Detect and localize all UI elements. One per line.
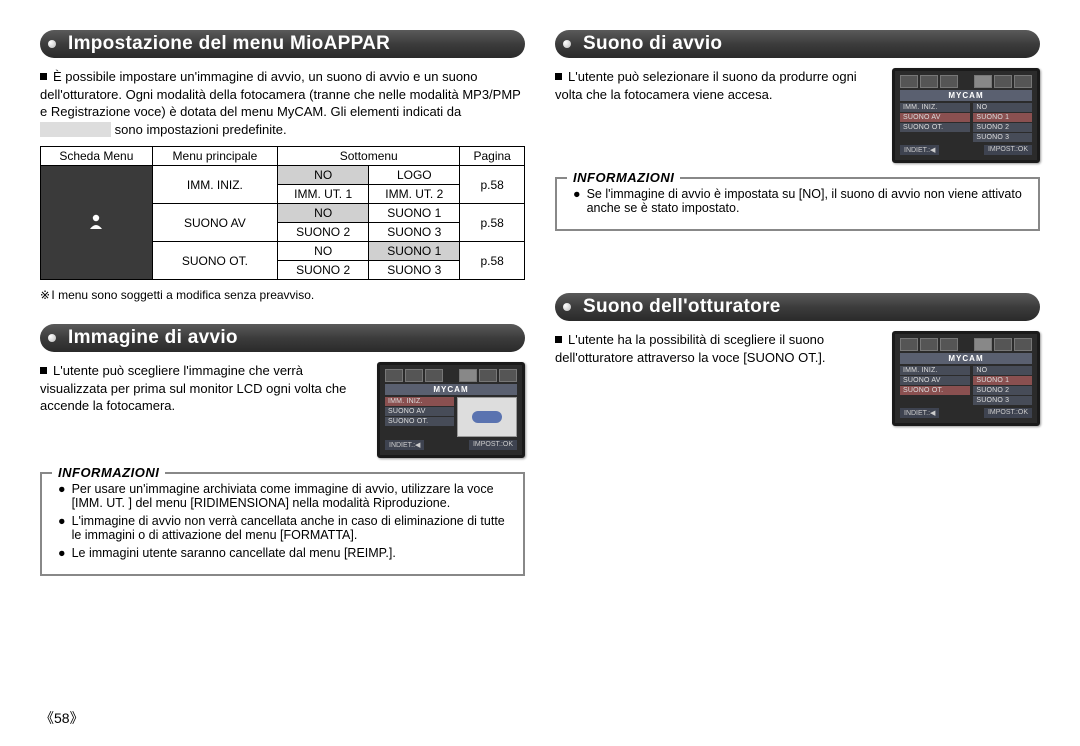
square-bullet-icon [555, 336, 562, 343]
lcd-menu-list: IMM. INIZ. SUONO AV SUONO OT. [385, 397, 454, 437]
lcd-tab-icon [900, 338, 918, 351]
lcd-submenu-list: NO SUONO 1 SUONO 2 SUONO 3 [973, 366, 1032, 405]
table-footnote: ※ I menu sono soggetti a modifica senza … [40, 288, 525, 302]
lcd-menu-list: IMM. INIZ. SUONO AV SUONO OT. [900, 103, 970, 142]
paragraph-intro: È possibile impostare un'immagine di avv… [40, 68, 525, 138]
info-box-immagine: INFORMAZIONI ●Per usare un'immagine arch… [40, 472, 525, 576]
table-row: IMM. INIZ. NO LOGO p.58 [41, 166, 525, 185]
header-title: Suono di avvio [583, 33, 722, 55]
info-item: ●Se l'immagine di avvio è impostata su [… [573, 187, 1026, 215]
bullet-icon: ● [58, 482, 66, 510]
lcd-tab-icon [405, 369, 423, 382]
samsung-logo-icon [472, 411, 502, 423]
lcd-tab-icon [900, 75, 918, 88]
reference-mark-icon: ※ [40, 288, 48, 302]
lcd-tab-icon [920, 75, 938, 88]
lcd-top-icons [900, 338, 1032, 351]
square-bullet-icon [555, 73, 562, 80]
section-suono-otturatore: Suono dell'otturatore L'utente ha la pos… [555, 293, 1040, 426]
header-dot-icon [48, 40, 56, 48]
lcd-tab-icon [940, 75, 958, 88]
header-title: Suono dell'otturatore [583, 296, 781, 318]
lcd-footer: INDIET.:◀ IMPOST.:OK [900, 145, 1032, 155]
lcd-tab-icon [479, 369, 497, 382]
square-bullet-icon [40, 73, 47, 80]
lcd-image-preview [457, 397, 517, 437]
header-dot-icon [563, 40, 571, 48]
lcd-tab-icon [994, 338, 1012, 351]
settings-table: Scheda Menu Menu principale Sottomenu Pa… [40, 146, 525, 280]
lcd-tab-icon [994, 75, 1012, 88]
lcd-submenu-list: NO SUONO 1 SUONO 2 SUONO 3 [973, 103, 1032, 142]
header-mioappar: Impostazione del menu MioAPPAR [40, 30, 525, 58]
info-item: ●Le immagini utente saranno cancellate d… [58, 546, 511, 560]
section-suono-avvio: Suono di avvio L'utente può selezionare … [555, 30, 1040, 231]
square-bullet-icon [40, 367, 47, 374]
paragraph-suono-avvio: L'utente può selezionare il suono da pro… [555, 68, 880, 103]
lcd-tab-icon [459, 369, 477, 382]
lcd-banner: MYCAM [385, 384, 517, 395]
bullet-icon: ● [573, 187, 581, 215]
person-icon [86, 211, 106, 231]
lcd-footer: INDIET.:◀ IMPOST.:OK [900, 408, 1032, 418]
header-title: Impostazione del menu MioAPPAR [68, 33, 390, 55]
lcd-banner: MYCAM [900, 90, 1032, 101]
info-label: INFORMAZIONI [52, 465, 165, 480]
paragraph-suono-otturatore: L'utente ha la possibilità di scegliere … [555, 331, 880, 366]
paragraph-immagine: L'utente può scegliere l'immagine che ve… [40, 362, 365, 415]
header-suono-avvio: Suono di avvio [555, 30, 1040, 58]
lcd-banner: MYCAM [900, 353, 1032, 364]
table-header-row: Scheda Menu Menu principale Sottomenu Pa… [41, 147, 525, 166]
lcd-tab-icon [940, 338, 958, 351]
header-dot-icon [48, 334, 56, 342]
section-mioappar: Impostazione del menu MioAPPAR È possibi… [40, 30, 525, 302]
header-title: Immagine di avvio [68, 327, 238, 349]
lcd-preview-suono-otturatore: MYCAM IMM. INIZ. SUONO AV SUONO OT. NO S… [892, 331, 1040, 426]
header-dot-icon [563, 303, 571, 311]
lcd-top-icons [385, 369, 517, 382]
highlight-box [40, 122, 111, 137]
info-box-suono-avvio: INFORMAZIONI ●Se l'immagine di avvio è i… [555, 177, 1040, 231]
lcd-footer: INDIET.:◀ IMPOST.:OK [385, 440, 517, 450]
lcd-preview-immagine: MYCAM IMM. INIZ. SUONO AV SUONO OT. INDI… [377, 362, 525, 458]
lcd-preview-suono-avvio: MYCAM IMM. INIZ. SUONO AV SUONO OT. NO S… [892, 68, 1040, 163]
section-immagine-avvio: Immagine di avvio L'utente può scegliere… [40, 324, 525, 576]
lcd-menu-list: IMM. INIZ. SUONO AV SUONO OT. [900, 366, 970, 405]
header-immagine: Immagine di avvio [40, 324, 525, 352]
lcd-tab-icon [385, 369, 403, 382]
lcd-tab-icon [425, 369, 443, 382]
menu-tab-icon-cell [41, 166, 153, 280]
lcd-tab-icon [499, 369, 517, 382]
page-number: 《58》 [40, 708, 84, 728]
info-label: INFORMAZIONI [567, 170, 680, 185]
bullet-icon: ● [58, 514, 66, 542]
info-item: ●Per usare un'immagine archiviata come i… [58, 482, 511, 510]
lcd-tab-icon [920, 338, 938, 351]
lcd-tab-icon [1014, 75, 1032, 88]
info-item: ●L'immagine di avvio non verrà cancellat… [58, 514, 511, 542]
lcd-tab-icon [1014, 338, 1032, 351]
lcd-top-icons [900, 75, 1032, 88]
header-suono-otturatore: Suono dell'otturatore [555, 293, 1040, 321]
lcd-tab-icon [974, 75, 992, 88]
bullet-icon: ● [58, 546, 66, 560]
lcd-tab-icon [974, 338, 992, 351]
